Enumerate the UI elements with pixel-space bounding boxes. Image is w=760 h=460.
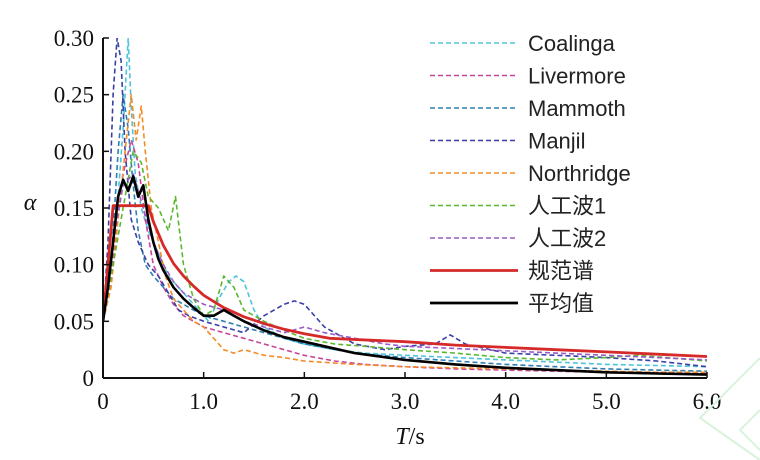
y-axis-label: α bbox=[24, 190, 37, 216]
watermark-corner-mark bbox=[698, 357, 760, 460]
axes bbox=[102, 38, 707, 379]
y-tick-label: 0.20 bbox=[54, 139, 94, 164]
y-tick-label: 0.30 bbox=[54, 26, 94, 51]
x-ticks: 0 1.0 2.0 3.0 4.0 5.0 6.0 bbox=[97, 372, 721, 414]
legend-label-2: Mammoth bbox=[528, 96, 626, 121]
legend-label-5: 人工波1 bbox=[528, 194, 606, 219]
y-tick-label: 0.15 bbox=[54, 196, 94, 221]
series-line-6 bbox=[103, 173, 707, 361]
series-line-8 bbox=[103, 175, 707, 376]
series-line-5 bbox=[103, 150, 707, 362]
legend-label-0: Coalinga bbox=[528, 31, 616, 56]
x-tick-label: 1.0 bbox=[189, 389, 218, 414]
x-tick-label: 4.0 bbox=[491, 389, 520, 414]
y-ticks: 0 0.05 0.10 0.15 0.20 0.25 0.30 bbox=[54, 26, 109, 391]
series-line-0 bbox=[103, 38, 707, 368]
series-line-7 bbox=[103, 204, 707, 358]
y-tick-label: 0.05 bbox=[54, 309, 94, 334]
x-tick-label: 5.0 bbox=[592, 389, 621, 414]
series-lines bbox=[103, 38, 707, 376]
x-tick-label: 2.0 bbox=[290, 389, 319, 414]
legend-label-4: Northridge bbox=[528, 161, 631, 186]
x-axis-label: T/s bbox=[395, 424, 424, 450]
watermark-chevron-2 bbox=[738, 409, 760, 451]
x-tick-label: 3.0 bbox=[391, 389, 420, 414]
series-line-4 bbox=[103, 93, 707, 374]
series-line-1 bbox=[103, 139, 707, 375]
y-tick-label: 0 bbox=[83, 366, 95, 391]
series-line-2 bbox=[103, 93, 707, 372]
y-tick-label: 0.25 bbox=[54, 83, 94, 108]
x-tick-label: 0 bbox=[97, 389, 109, 414]
legend-label-1: Livermore bbox=[528, 64, 626, 89]
y-tick-label: 0.10 bbox=[54, 253, 94, 278]
legend-label-7: 规范谱 bbox=[528, 259, 594, 284]
legend-label-8: 平均值 bbox=[528, 291, 594, 316]
legend-label-6: 人工波2 bbox=[528, 226, 606, 251]
legend: Coalinga Livermore Mammoth Manjil Northridge… bbox=[430, 31, 631, 316]
legend-label-3: Manjil bbox=[528, 129, 585, 154]
watermark-chevron-1 bbox=[698, 357, 760, 460]
